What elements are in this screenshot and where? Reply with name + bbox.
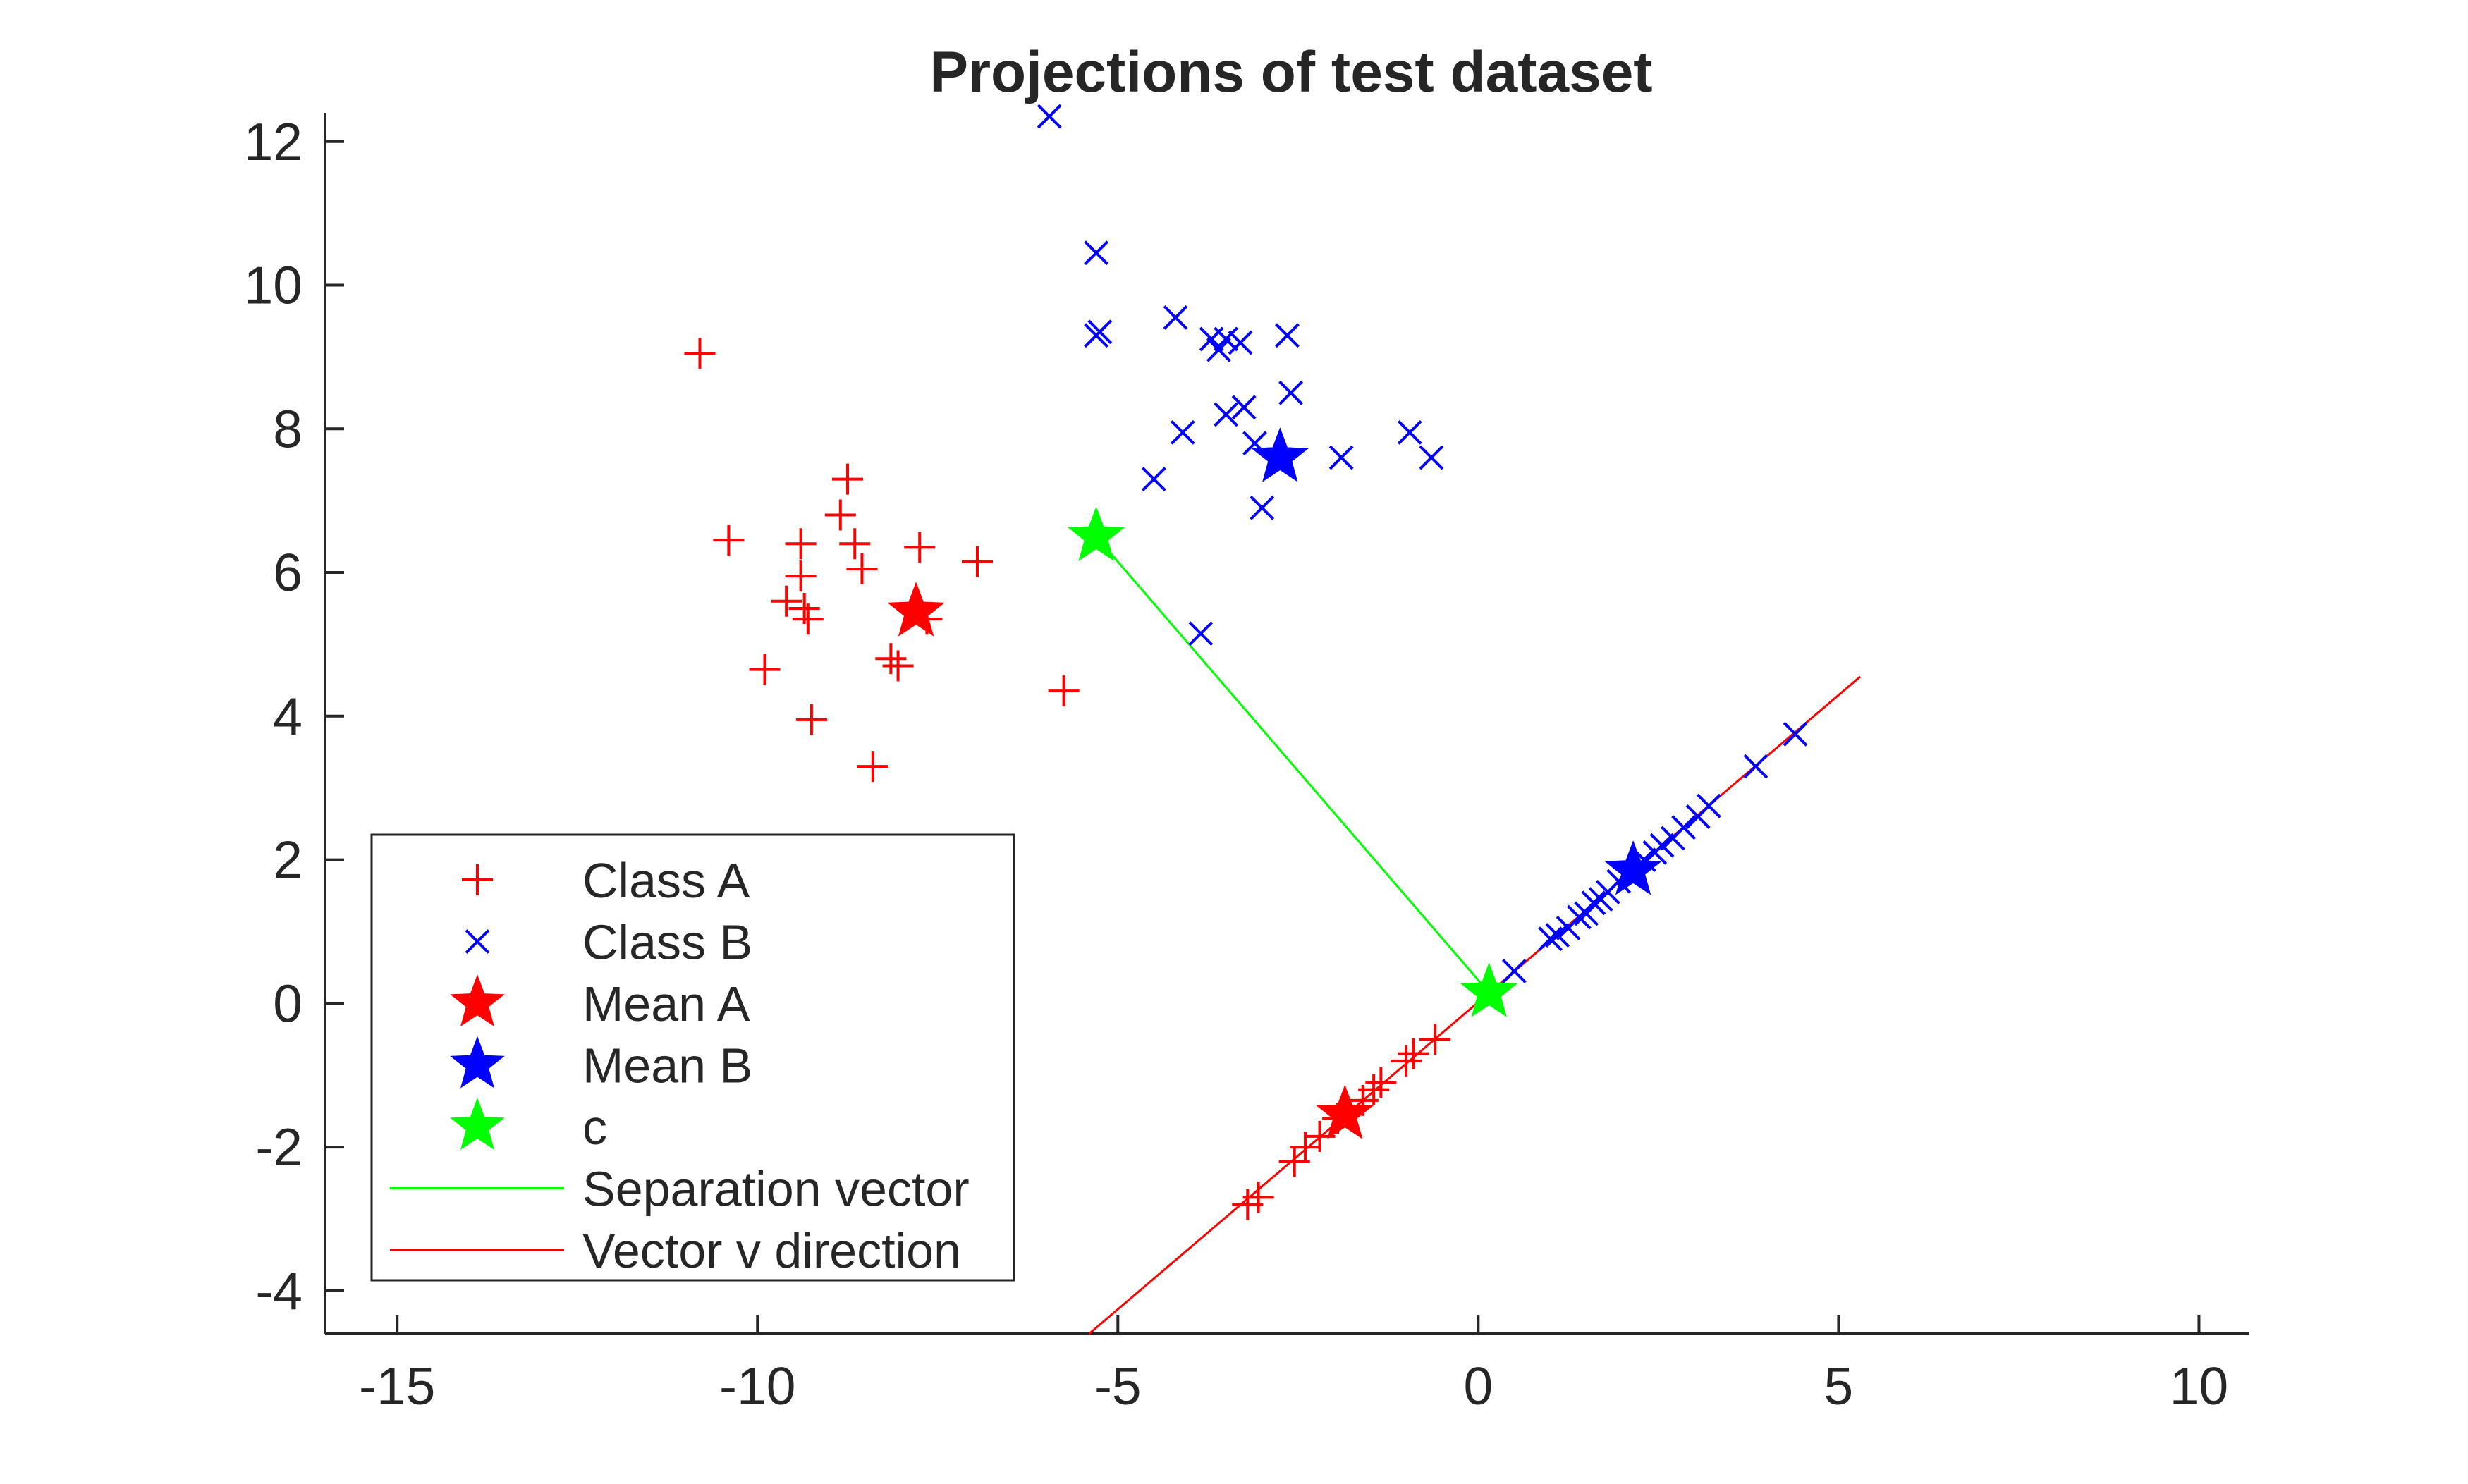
x-tick-label: -15 — [359, 1356, 435, 1416]
class-b-point — [1214, 402, 1239, 427]
legend-swatch-class-b — [465, 929, 490, 954]
c-point — [1067, 506, 1125, 561]
legend-label-class-a: Class A — [582, 853, 750, 908]
class-a-point — [1391, 1045, 1422, 1077]
legend-swatch-mean-b — [450, 1036, 505, 1089]
legend-label-c: c — [582, 1100, 607, 1155]
legend-swatch-c — [450, 1098, 505, 1150]
class-a-point — [684, 338, 716, 369]
class-a-point — [846, 553, 878, 584]
class-b-point — [1206, 337, 1231, 362]
class-b-point — [1188, 621, 1214, 646]
class-a-point — [1365, 1067, 1397, 1098]
class-b-point — [1743, 754, 1768, 779]
class-b-point — [1141, 467, 1166, 492]
class-b-point — [1397, 419, 1422, 445]
class-b-point — [1087, 319, 1113, 345]
class-b-point — [1538, 926, 1563, 952]
legend-swatch-class-a — [462, 864, 493, 895]
class-b-point — [1671, 815, 1697, 840]
x-tick-label: 5 — [1824, 1356, 1854, 1416]
class-b-point — [1231, 395, 1257, 420]
class-a-point — [1048, 675, 1080, 707]
c-point — [1460, 962, 1518, 1017]
class-a-point — [824, 499, 856, 531]
class-a-point — [713, 525, 745, 556]
mean-a-point — [1316, 1084, 1374, 1139]
class-a-point — [875, 643, 907, 675]
class-b-point — [1250, 495, 1275, 520]
legend-label-class-b: Class B — [582, 915, 752, 970]
class-a-point — [1242, 1182, 1274, 1213]
class-a-point — [832, 463, 864, 495]
axis-ticks: -15 -10 -5 0 5 10 -4 -2 0 2 4 6 8 10 12 — [244, 112, 2229, 1416]
legend-items: Class A Class B Mean A Mean B c Separation ve… — [390, 853, 970, 1278]
mean-a-point — [887, 582, 945, 637]
class-b-point — [1228, 330, 1253, 355]
class-b-point — [1502, 959, 1527, 983]
series-line-separation-vector — [1095, 536, 1490, 994]
class-b-point — [1275, 323, 1300, 348]
class-a-point — [962, 546, 993, 577]
class-a-point — [792, 603, 824, 635]
class-a-point — [1398, 1038, 1429, 1069]
class-b-point — [1545, 923, 1570, 948]
class-b-point — [1163, 305, 1188, 330]
x-tick-label: 0 — [1463, 1356, 1493, 1416]
class-b-point — [1328, 445, 1354, 470]
class-a-point — [904, 532, 936, 563]
legend-label-vector-v-direction: Vector v direction — [582, 1223, 961, 1278]
mean-b-point — [1251, 427, 1309, 482]
y-tick-label: 4 — [273, 687, 303, 746]
y-tick-label: 0 — [273, 974, 303, 1033]
class-b-point — [1419, 445, 1444, 470]
class-a-point — [785, 528, 817, 560]
class-b-point — [1214, 326, 1239, 352]
legend-swatch-mean-a — [450, 974, 505, 1026]
y-tick-label: -4 — [255, 1261, 303, 1320]
class-b-point — [1697, 793, 1721, 818]
legend-label-mean-a: Mean A — [582, 976, 750, 1031]
x-tick-label: -5 — [1094, 1356, 1142, 1416]
y-tick-label: -2 — [255, 1117, 303, 1177]
class-b-point — [1649, 833, 1675, 858]
class-b-point — [1581, 890, 1606, 916]
y-tick-label: 2 — [273, 830, 303, 890]
mean-b-point — [1604, 840, 1662, 895]
plot-axes: -15 -10 -5 0 5 10 -4 -2 0 2 4 6 8 10 12 — [244, 112, 2249, 1416]
class-a-point — [857, 751, 888, 783]
chart-title: Projections of test dataset — [929, 40, 1652, 104]
lines-layer — [1088, 536, 1862, 1335]
y-tick-label: 10 — [244, 256, 303, 315]
y-tick-label: 8 — [273, 399, 303, 458]
class-b-point — [1037, 104, 1062, 129]
class-a-point — [882, 650, 914, 682]
class-b-point — [1084, 240, 1109, 266]
class-b-point — [1278, 380, 1304, 405]
class-a-point — [749, 654, 781, 685]
class-b-point — [1783, 721, 1808, 747]
class-a-point — [839, 528, 871, 560]
legend: Class A Class B Mean A Mean B c Separation ve… — [370, 833, 1015, 1282]
x-tick-label: 10 — [2170, 1356, 2228, 1416]
y-tick-label: 6 — [273, 543, 303, 602]
class-a-point — [1358, 1074, 1390, 1105]
marks-layer — [684, 104, 1808, 1220]
class-b-point — [1170, 419, 1195, 445]
legend-label-separation-vector: Separation vector — [582, 1162, 970, 1217]
y-tick-label: 12 — [244, 112, 303, 171]
class-a-point — [1419, 1024, 1451, 1055]
class-a-point — [795, 704, 827, 735]
class-a-point — [771, 585, 802, 617]
class-a-point — [785, 560, 817, 592]
legend-label-mean-b: Mean B — [582, 1038, 752, 1093]
x-tick-label: -10 — [719, 1356, 795, 1416]
